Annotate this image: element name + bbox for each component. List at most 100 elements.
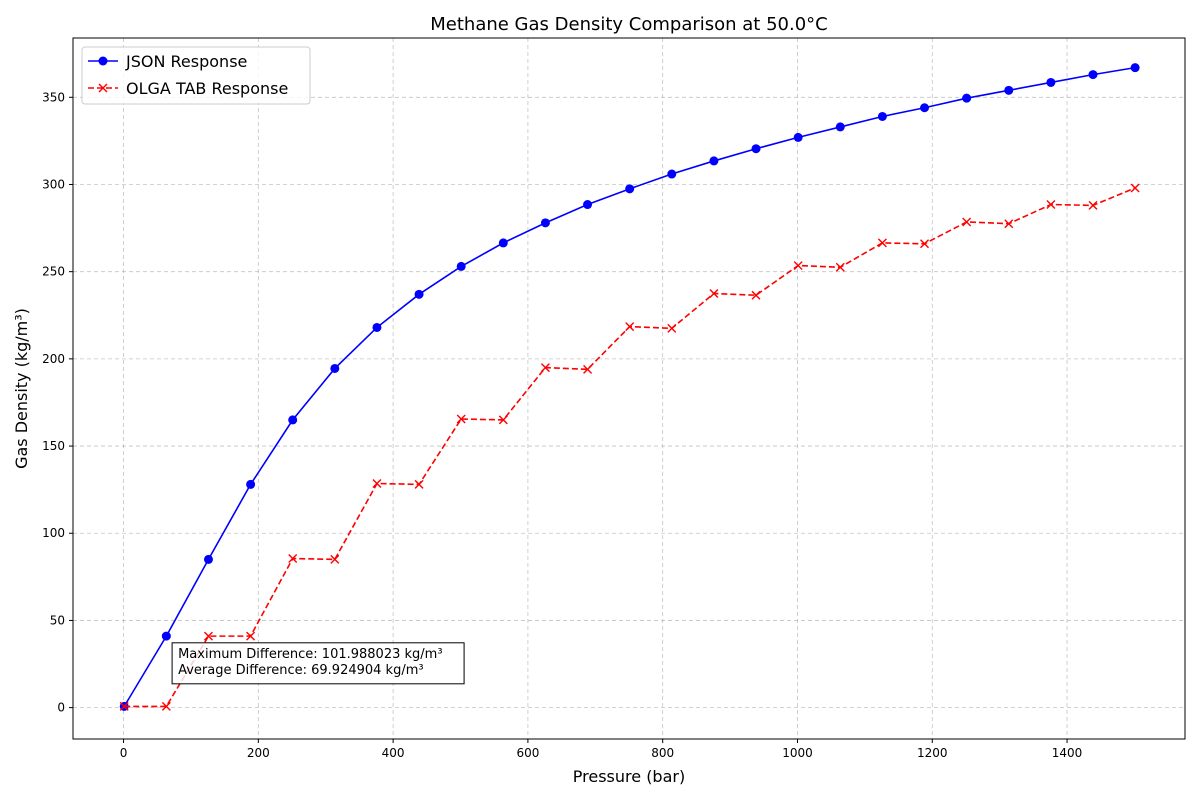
data-point bbox=[1088, 70, 1098, 80]
data-point bbox=[1046, 77, 1056, 87]
x-marker-stroke bbox=[877, 238, 887, 248]
data-point bbox=[498, 415, 508, 425]
data-point bbox=[1046, 200, 1056, 210]
data-point bbox=[203, 554, 213, 564]
data-point bbox=[962, 217, 972, 227]
data-point bbox=[414, 289, 424, 299]
data-point bbox=[203, 631, 213, 641]
x-marker-stroke bbox=[625, 322, 635, 332]
data-point bbox=[583, 364, 593, 374]
data-point bbox=[456, 261, 466, 271]
data-point bbox=[751, 290, 761, 300]
data-point bbox=[920, 239, 930, 249]
data-point bbox=[330, 554, 340, 564]
x-marker-stroke bbox=[1088, 200, 1098, 210]
x-tick-label: 0 bbox=[120, 746, 128, 760]
x-marker-stroke bbox=[414, 479, 424, 489]
data-point bbox=[288, 415, 298, 425]
y-tick-label: 0 bbox=[57, 701, 65, 715]
x-marker-stroke bbox=[288, 554, 298, 564]
data-point bbox=[1004, 219, 1014, 229]
series-layer bbox=[119, 63, 1140, 711]
x-tick-label: 1000 bbox=[782, 746, 813, 760]
data-point bbox=[456, 414, 466, 424]
data-point bbox=[246, 631, 256, 641]
y-tick-label: 200 bbox=[42, 352, 65, 366]
data-point bbox=[709, 288, 719, 298]
x-marker-stroke bbox=[793, 261, 803, 271]
data-point bbox=[372, 479, 382, 489]
annotation-line: Maximum Difference: 101.988023 kg/m³ bbox=[178, 647, 442, 662]
y-tick-label: 300 bbox=[42, 177, 65, 191]
legend-label: OLGA TAB Response bbox=[126, 79, 288, 98]
data-point bbox=[835, 262, 845, 272]
series-2 bbox=[119, 183, 1140, 711]
data-point bbox=[540, 363, 550, 373]
series-1 bbox=[119, 63, 1140, 711]
data-point bbox=[667, 323, 677, 333]
x-marker-stroke bbox=[709, 288, 719, 298]
x-tick-label: 600 bbox=[516, 746, 539, 760]
x-marker-stroke bbox=[119, 701, 129, 711]
x-marker-stroke bbox=[835, 262, 845, 272]
x-marker-stroke bbox=[246, 631, 256, 641]
data-point bbox=[1130, 183, 1140, 193]
data-point bbox=[793, 261, 803, 271]
x-marker-stroke bbox=[1004, 219, 1014, 229]
x-marker-stroke bbox=[540, 363, 550, 373]
x-marker-stroke bbox=[1046, 200, 1056, 210]
data-point bbox=[1130, 63, 1140, 73]
data-point bbox=[288, 554, 298, 564]
x-marker-stroke bbox=[920, 239, 930, 249]
x-axis-title: Pressure (bar) bbox=[573, 767, 685, 786]
x-marker-stroke bbox=[667, 323, 677, 333]
data-point bbox=[962, 93, 972, 103]
legend-marker bbox=[98, 83, 108, 93]
y-tick-label: 250 bbox=[42, 265, 65, 279]
plot-frame bbox=[72, 37, 1186, 740]
y-tick-label: 150 bbox=[42, 439, 65, 453]
x-tick-label: 200 bbox=[247, 746, 270, 760]
data-point bbox=[583, 200, 593, 210]
x-marker-stroke bbox=[372, 479, 382, 489]
data-point bbox=[751, 144, 761, 154]
y-tick-label: 350 bbox=[42, 90, 65, 104]
x-marker-stroke bbox=[751, 290, 761, 300]
legend: JSON Response OLGA TAB Response bbox=[81, 46, 311, 105]
data-point bbox=[119, 701, 129, 711]
data-point bbox=[246, 479, 256, 489]
data-point bbox=[667, 169, 677, 179]
x-tick-label: 800 bbox=[651, 746, 674, 760]
y-axis-title: Gas Density (kg/m³) bbox=[12, 308, 31, 469]
data-point bbox=[920, 103, 930, 113]
data-point bbox=[625, 322, 635, 332]
data-point bbox=[540, 218, 550, 228]
x-marker-stroke bbox=[962, 217, 972, 227]
annotation-box: Maximum Difference: 101.988023 kg/m³Aver… bbox=[171, 642, 465, 685]
data-point bbox=[498, 238, 508, 248]
data-point bbox=[161, 631, 171, 641]
x-marker-stroke bbox=[583, 364, 593, 374]
data-point bbox=[793, 132, 803, 142]
ticks: 0 200 400 600 800 1000 1200 1400 0 50 100 150 200 250… bbox=[42, 90, 1082, 760]
x-marker-stroke bbox=[330, 554, 340, 564]
x-marker-stroke bbox=[1130, 183, 1140, 193]
x-marker-stroke bbox=[98, 83, 108, 93]
data-point bbox=[1088, 200, 1098, 210]
x-tick-label: 1200 bbox=[917, 746, 948, 760]
x-tick-label: 1400 bbox=[1052, 746, 1083, 760]
x-marker-stroke bbox=[203, 631, 213, 641]
data-point bbox=[625, 184, 635, 194]
x-tick-label: 400 bbox=[382, 746, 405, 760]
data-point bbox=[877, 238, 887, 248]
data-point bbox=[161, 701, 171, 711]
x-marker-stroke bbox=[456, 414, 466, 424]
data-point bbox=[414, 479, 424, 489]
data-point bbox=[372, 322, 382, 332]
data-point bbox=[1004, 85, 1014, 95]
annotation-frame bbox=[171, 642, 465, 685]
x-marker-stroke bbox=[161, 701, 171, 711]
y-tick-label: 100 bbox=[42, 526, 65, 540]
data-point bbox=[330, 363, 340, 373]
legend-label: JSON Response bbox=[125, 52, 247, 71]
